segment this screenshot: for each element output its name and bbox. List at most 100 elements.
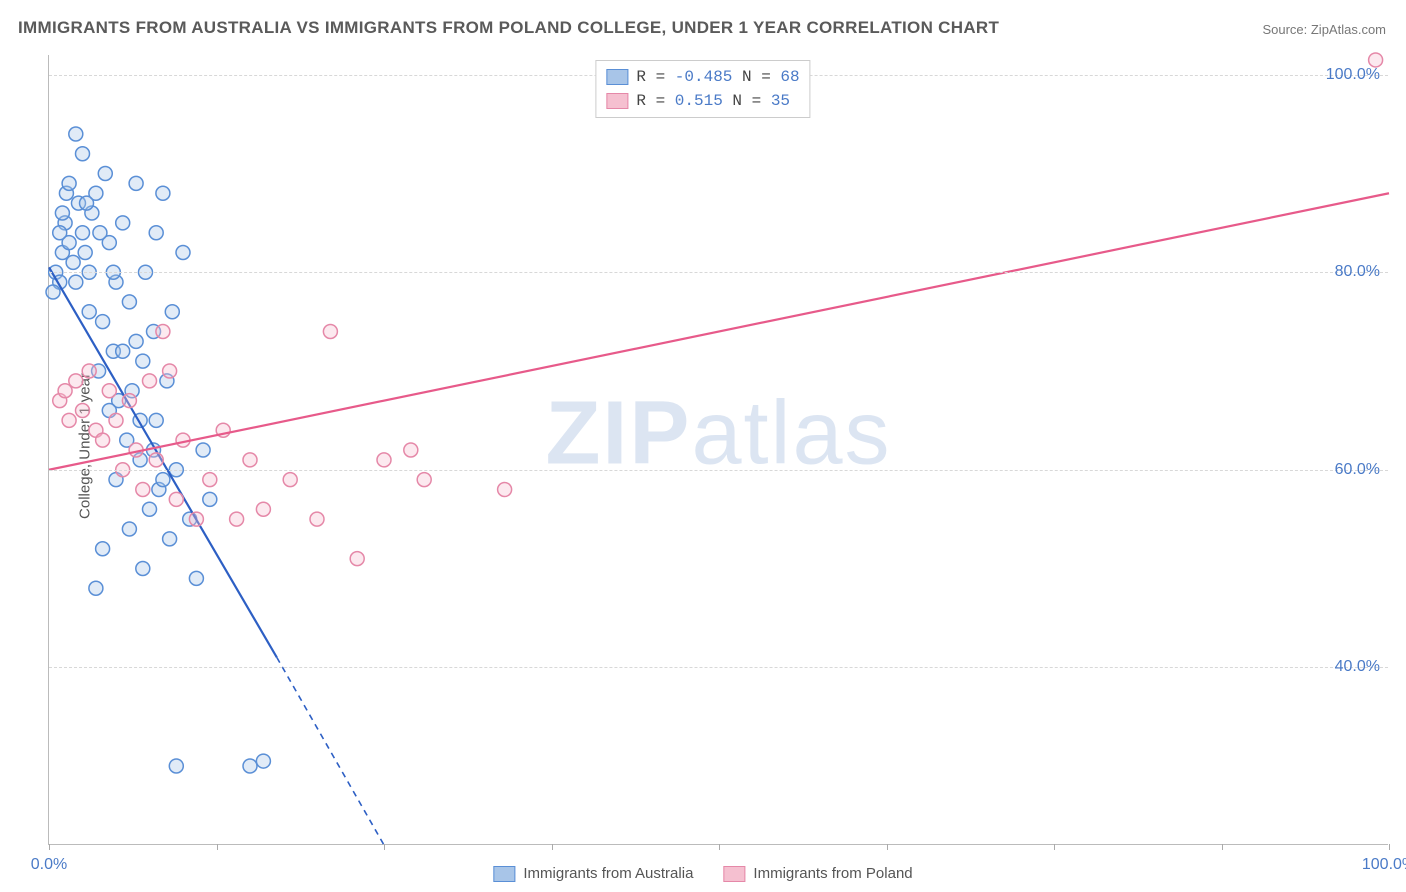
scatter-point: [122, 295, 136, 309]
scatter-point: [136, 562, 150, 576]
scatter-point: [96, 433, 110, 447]
scatter-point: [55, 206, 69, 220]
scatter-point: [203, 473, 217, 487]
scatter-point: [283, 473, 297, 487]
x-tick-label: 0.0%: [31, 856, 67, 874]
scatter-point: [165, 305, 179, 319]
scatter-point: [78, 246, 92, 260]
scatter-point: [76, 147, 90, 161]
scatter-point: [69, 374, 83, 388]
grid-line: [49, 667, 1388, 668]
scatter-point: [96, 315, 110, 329]
scatter-point: [149, 226, 163, 240]
scatter-point: [243, 759, 257, 773]
source-attribution: Source: ZipAtlas.com: [1262, 22, 1386, 37]
scatter-point: [116, 344, 130, 358]
scatter-point: [136, 354, 150, 368]
x-tick: [217, 844, 218, 850]
chart-title: IMMIGRANTS FROM AUSTRALIA VS IMMIGRANTS …: [18, 18, 999, 38]
scatter-point: [156, 186, 170, 200]
scatter-point: [82, 364, 96, 378]
scatter-point: [122, 522, 136, 536]
scatter-point: [76, 404, 90, 418]
scatter-point: [143, 374, 157, 388]
x-tick-label: 100.0%: [1362, 856, 1406, 874]
legend-swatch: [606, 69, 628, 85]
y-tick-label: 60.0%: [1335, 461, 1380, 479]
legend-correlation-row: R = 0.515 N = 35: [606, 89, 799, 113]
x-tick: [1222, 844, 1223, 850]
scatter-point: [230, 512, 244, 526]
scatter-point: [102, 384, 116, 398]
plot-area: ZIPatlas 40.0%60.0%80.0%100.0%0.0%100.0%: [48, 55, 1388, 845]
y-tick-label: 100.0%: [1326, 66, 1380, 84]
scatter-point: [256, 502, 270, 516]
scatter-point: [196, 443, 210, 457]
scatter-point: [98, 167, 112, 181]
scatter-point: [62, 413, 76, 427]
regression-line-extrap: [277, 657, 384, 845]
x-tick: [1054, 844, 1055, 850]
scatter-point: [176, 246, 190, 260]
scatter-point: [169, 759, 183, 773]
legend-series-item: Immigrants from Poland: [723, 865, 912, 882]
scatter-point: [149, 413, 163, 427]
scatter-point: [96, 542, 110, 556]
scatter-point: [498, 483, 512, 497]
scatter-point: [89, 581, 103, 595]
scatter-point: [310, 512, 324, 526]
scatter-point: [256, 754, 270, 768]
scatter-point: [189, 571, 203, 585]
scatter-point: [116, 216, 130, 230]
legend-series-label: Immigrants from Poland: [753, 865, 912, 882]
legend-swatch: [493, 866, 515, 882]
scatter-point: [169, 492, 183, 506]
x-tick: [552, 844, 553, 850]
x-tick: [887, 844, 888, 850]
x-tick: [719, 844, 720, 850]
x-tick: [384, 844, 385, 850]
scatter-point: [377, 453, 391, 467]
scatter-point: [69, 275, 83, 289]
legend-correlation-row: R = -0.485 N = 68: [606, 65, 799, 89]
scatter-point: [122, 394, 136, 408]
scatter-point: [80, 196, 94, 210]
legend-swatch: [606, 93, 628, 109]
scatter-point: [82, 305, 96, 319]
scatter-point: [149, 453, 163, 467]
scatter-point: [350, 552, 364, 566]
scatter-point: [417, 473, 431, 487]
scatter-point: [93, 226, 107, 240]
scatter-point: [62, 176, 76, 190]
regression-line: [49, 193, 1389, 470]
scatter-point: [163, 364, 177, 378]
correlation-legend: R = -0.485 N = 68R = 0.515 N = 35: [595, 60, 810, 118]
scatter-point: [109, 413, 123, 427]
x-tick: [1389, 844, 1390, 850]
scatter-point: [163, 532, 177, 546]
scatter-point: [323, 325, 337, 339]
x-tick: [49, 844, 50, 850]
scatter-point: [156, 325, 170, 339]
scatter-point: [66, 255, 80, 269]
scatter-point: [243, 453, 257, 467]
scatter-point: [189, 512, 203, 526]
series-legend: Immigrants from Australia Immigrants from…: [493, 865, 912, 882]
legend-series-item: Immigrants from Australia: [493, 865, 693, 882]
scatter-point: [203, 492, 217, 506]
scatter-point: [76, 226, 90, 240]
y-tick-label: 80.0%: [1335, 263, 1380, 281]
y-tick-label: 40.0%: [1335, 658, 1380, 676]
grid-line: [49, 272, 1388, 273]
scatter-point: [136, 483, 150, 497]
scatter-point: [404, 443, 418, 457]
legend-series-label: Immigrants from Australia: [523, 865, 693, 882]
legend-swatch: [723, 866, 745, 882]
scatter-point: [129, 334, 143, 348]
scatter-point: [156, 473, 170, 487]
scatter-point: [46, 285, 60, 299]
chart-svg: [49, 55, 1388, 844]
grid-line: [49, 470, 1388, 471]
scatter-point: [69, 127, 83, 141]
scatter-point: [53, 226, 67, 240]
